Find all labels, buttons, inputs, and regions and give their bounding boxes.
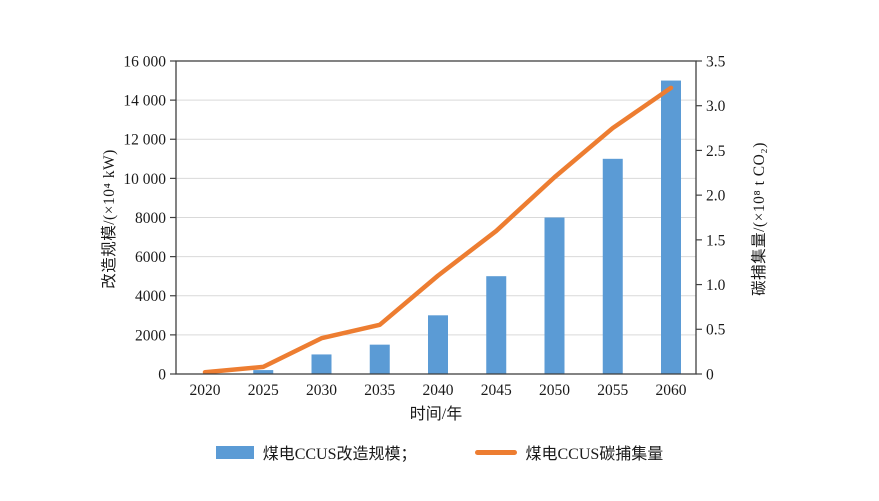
left-axis-tick-label: 14 000 xyxy=(123,93,166,110)
x-axis-title: 时间/年 xyxy=(409,406,463,423)
left-axis-tick-label: 2000 xyxy=(135,327,166,344)
right-axis-tick-label: 0 xyxy=(706,366,714,383)
x-axis-tick-label: 2040 xyxy=(423,382,454,399)
x-axis-tick-label: 2060 xyxy=(656,382,687,399)
bar-2055 xyxy=(602,158,623,374)
right-axis-tick-label: 2.5 xyxy=(706,143,726,160)
bar-2060 xyxy=(661,80,681,374)
legend-item-bar-series: 煤电CCUS改造规模； xyxy=(215,440,417,464)
right-axis-tick-label: 1.5 xyxy=(706,232,726,249)
right-axis-tick-label: 3.5 xyxy=(706,53,726,70)
left-axis-tick-label: 8000 xyxy=(135,210,166,227)
left-axis-tick-label: 4000 xyxy=(135,288,166,305)
right-axis-tick-label: 3.0 xyxy=(706,98,726,115)
x-axis-tick-label: 2050 xyxy=(539,382,570,399)
x-axis-tick-label: 2020 xyxy=(190,382,221,399)
legend-label-line-series: 煤电CCUS碳捕集量 xyxy=(525,446,664,463)
x-axis-tick-label: 2035 xyxy=(364,382,395,399)
x-axis-tick-label: 2055 xyxy=(597,382,628,399)
bar-2030 xyxy=(311,354,332,374)
legend-item-line-series: 煤电CCUS碳捕集量 xyxy=(474,440,664,464)
bar-2045 xyxy=(486,276,507,374)
bar-series-swatch xyxy=(215,445,254,459)
capture-amount-line xyxy=(202,85,674,375)
x-axis-tick-label: 2025 xyxy=(248,382,279,399)
bar-2040 xyxy=(428,315,448,374)
right-axis-tick-label: 2.0 xyxy=(706,188,726,205)
right-axis-tick-label: 0.5 xyxy=(706,322,726,339)
legend: 煤电CCUS改造规模； 煤电CCUS碳捕集量 xyxy=(0,440,879,464)
bar-2050 xyxy=(544,217,565,374)
left-axis-tick-label: 6000 xyxy=(135,249,166,266)
bar-2025 xyxy=(253,370,274,374)
line-series-swatch xyxy=(474,449,517,455)
legend-label-bar-series: 煤电CCUS改造规模； xyxy=(262,446,417,463)
left-axis-tick-label: 10 000 xyxy=(123,171,166,188)
right-axis-tick-label: 1.0 xyxy=(706,277,726,294)
left-axis-tick-label: 16 000 xyxy=(123,53,166,70)
x-axis-tick-label: 2030 xyxy=(306,382,337,399)
bar-2035 xyxy=(369,344,390,374)
left-axis-tick-label: 0 xyxy=(158,366,166,383)
left-axis-tick-label: 12 000 xyxy=(123,132,166,149)
x-axis-tick-label: 2045 xyxy=(481,382,512,399)
